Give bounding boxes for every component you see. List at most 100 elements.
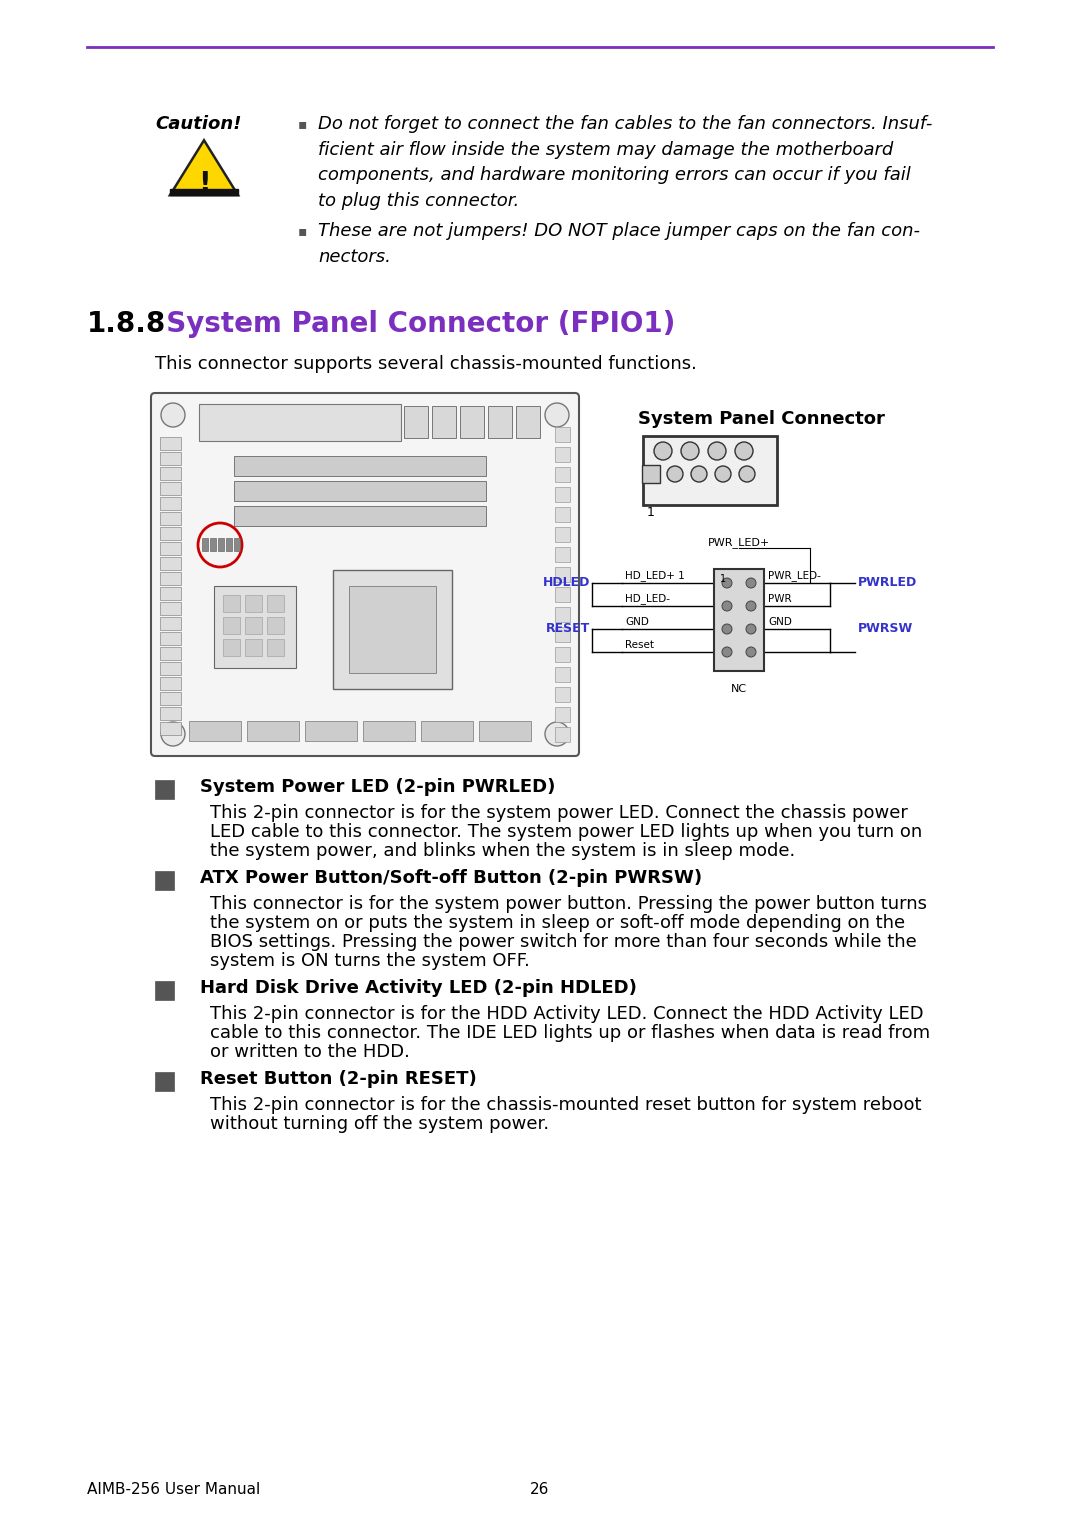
Text: PWRLED: PWRLED — [858, 577, 917, 589]
FancyBboxPatch shape — [160, 512, 180, 524]
FancyBboxPatch shape — [244, 617, 261, 634]
FancyBboxPatch shape — [222, 617, 240, 634]
Circle shape — [723, 647, 732, 657]
FancyBboxPatch shape — [160, 437, 180, 449]
Circle shape — [746, 625, 756, 634]
FancyBboxPatch shape — [226, 538, 231, 551]
FancyBboxPatch shape — [643, 437, 777, 505]
FancyBboxPatch shape — [160, 571, 180, 585]
Circle shape — [723, 602, 732, 611]
Text: ▪: ▪ — [298, 224, 308, 238]
FancyBboxPatch shape — [554, 507, 569, 522]
FancyBboxPatch shape — [305, 721, 357, 741]
Text: System Panel Connector: System Panel Connector — [638, 411, 885, 428]
Text: 1.8.8: 1.8.8 — [87, 310, 166, 337]
FancyBboxPatch shape — [160, 721, 180, 734]
FancyBboxPatch shape — [247, 721, 299, 741]
FancyBboxPatch shape — [160, 602, 180, 614]
FancyBboxPatch shape — [234, 505, 486, 525]
Text: GND: GND — [625, 617, 649, 628]
Circle shape — [545, 403, 569, 428]
Circle shape — [161, 722, 185, 747]
FancyBboxPatch shape — [234, 481, 486, 501]
Text: RESET: RESET — [545, 623, 590, 635]
Text: LED cable to this connector. The system power LED lights up when you turn on: LED cable to this connector. The system … — [210, 823, 922, 841]
FancyBboxPatch shape — [160, 692, 180, 704]
Text: PWR: PWR — [768, 594, 792, 605]
FancyBboxPatch shape — [480, 721, 531, 741]
FancyBboxPatch shape — [160, 707, 180, 719]
Circle shape — [723, 579, 732, 588]
FancyBboxPatch shape — [554, 666, 569, 681]
Text: PWR_LED+: PWR_LED+ — [707, 538, 770, 548]
FancyBboxPatch shape — [554, 606, 569, 621]
FancyBboxPatch shape — [267, 594, 283, 611]
FancyBboxPatch shape — [214, 586, 296, 667]
FancyBboxPatch shape — [554, 426, 569, 441]
Circle shape — [735, 441, 753, 460]
FancyBboxPatch shape — [160, 496, 180, 510]
Text: Reset Button (2-pin RESET): Reset Button (2-pin RESET) — [200, 1070, 476, 1089]
Text: System Panel Connector (FPIO1): System Panel Connector (FPIO1) — [147, 310, 675, 337]
Text: System Power LED (2-pin PWRLED): System Power LED (2-pin PWRLED) — [200, 777, 555, 796]
Text: ATX Power Button/Soft-off Button (2-pin PWRSW): ATX Power Button/Soft-off Button (2-pin … — [200, 869, 702, 887]
FancyBboxPatch shape — [202, 538, 207, 551]
FancyBboxPatch shape — [554, 727, 569, 742]
FancyBboxPatch shape — [460, 406, 484, 438]
FancyBboxPatch shape — [432, 406, 456, 438]
FancyBboxPatch shape — [154, 980, 174, 1000]
Text: 1: 1 — [720, 574, 726, 583]
FancyBboxPatch shape — [160, 452, 180, 464]
Text: HDLED: HDLED — [542, 577, 590, 589]
Text: without turning off the system power.: without turning off the system power. — [210, 1115, 549, 1133]
Text: 26: 26 — [530, 1483, 550, 1496]
Text: Reset: Reset — [625, 640, 654, 651]
FancyBboxPatch shape — [151, 392, 579, 756]
FancyBboxPatch shape — [160, 617, 180, 629]
FancyBboxPatch shape — [333, 570, 453, 689]
FancyBboxPatch shape — [554, 586, 569, 602]
Text: BIOS settings. Pressing the power switch for more than four seconds while the: BIOS settings. Pressing the power switch… — [210, 933, 917, 951]
FancyBboxPatch shape — [516, 406, 540, 438]
FancyBboxPatch shape — [160, 586, 180, 600]
Circle shape — [667, 466, 683, 483]
Text: AIMB-256 User Manual: AIMB-256 User Manual — [87, 1483, 260, 1496]
FancyBboxPatch shape — [404, 406, 428, 438]
FancyBboxPatch shape — [244, 594, 261, 611]
Text: Do not forget to connect the fan cables to the fan connectors. Insuf-
ficient ai: Do not forget to connect the fan cables … — [318, 115, 932, 211]
Circle shape — [545, 722, 569, 747]
Polygon shape — [170, 140, 238, 195]
Circle shape — [715, 466, 731, 483]
Text: PWRSW: PWRSW — [858, 623, 914, 635]
FancyBboxPatch shape — [554, 547, 569, 562]
Circle shape — [708, 441, 726, 460]
FancyBboxPatch shape — [554, 687, 569, 701]
Text: the system power, and blinks when the system is in sleep mode.: the system power, and blinks when the sy… — [210, 841, 795, 860]
FancyBboxPatch shape — [233, 538, 240, 551]
FancyBboxPatch shape — [642, 466, 660, 483]
Text: system is ON turns the system OFF.: system is ON turns the system OFF. — [210, 951, 530, 970]
Text: These are not jumpers! DO NOT place jumper caps on the fan con-
nectors.: These are not jumpers! DO NOT place jump… — [318, 221, 920, 266]
FancyBboxPatch shape — [234, 457, 486, 476]
Text: This connector is for the system power button. Pressing the power button turns: This connector is for the system power b… — [210, 895, 927, 913]
FancyBboxPatch shape — [488, 406, 512, 438]
Text: !: ! — [198, 169, 211, 199]
FancyBboxPatch shape — [554, 446, 569, 461]
FancyBboxPatch shape — [363, 721, 415, 741]
Text: PWR_LED-: PWR_LED- — [768, 570, 821, 580]
Circle shape — [746, 647, 756, 657]
Circle shape — [681, 441, 699, 460]
FancyBboxPatch shape — [189, 721, 241, 741]
Circle shape — [691, 466, 707, 483]
FancyBboxPatch shape — [160, 527, 180, 539]
FancyBboxPatch shape — [160, 632, 180, 644]
FancyBboxPatch shape — [154, 779, 174, 799]
FancyBboxPatch shape — [210, 538, 216, 551]
FancyBboxPatch shape — [554, 527, 569, 542]
FancyBboxPatch shape — [154, 1072, 174, 1090]
Text: or written to the HDD.: or written to the HDD. — [210, 1043, 410, 1061]
Text: HD_LED+ 1: HD_LED+ 1 — [625, 570, 685, 580]
FancyBboxPatch shape — [160, 467, 180, 479]
FancyBboxPatch shape — [244, 638, 261, 655]
FancyBboxPatch shape — [160, 481, 180, 495]
